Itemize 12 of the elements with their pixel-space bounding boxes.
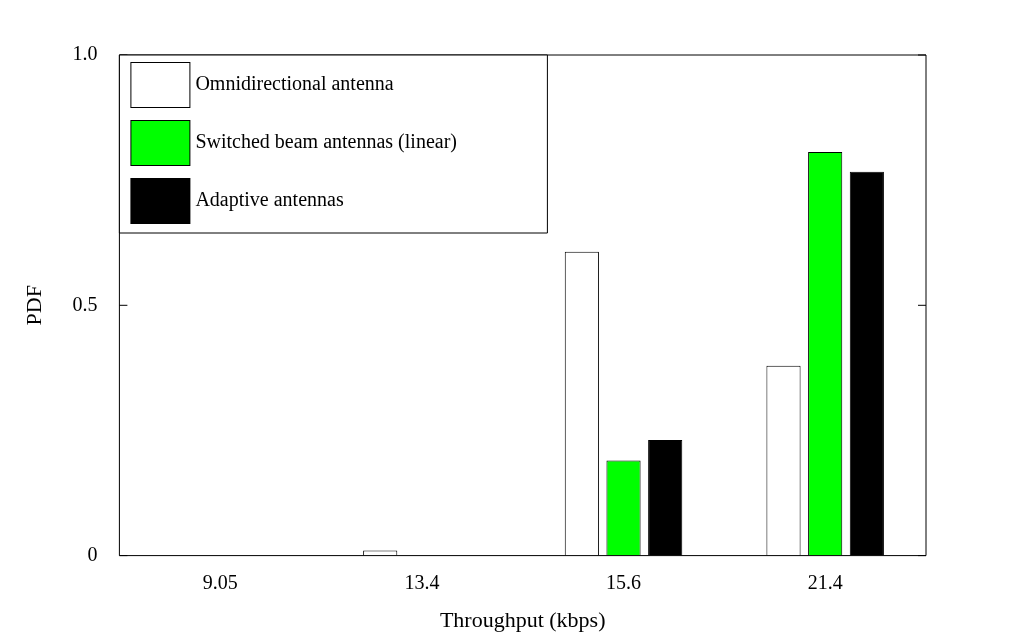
y-tick-label: 0 [87,542,98,565]
x-tick-label: 13.4 [404,570,440,593]
legend-label: Omnidirectional antenna [195,72,394,95]
legend-label: Adaptive antennas [195,188,344,212]
legend-label: Switched beam antennas (linear) [195,130,457,154]
y-axis-title: PDF [20,285,46,326]
x-axis-title: Throughput (kbps) [439,606,606,632]
x-tick-label: 9.05 [202,570,238,593]
y-tick-label: 0.5 [72,292,98,315]
y-tick-label: 1.0 [72,42,98,65]
x-tick-label: 15.6 [606,570,642,593]
x-tick-label: 21.4 [807,570,843,593]
